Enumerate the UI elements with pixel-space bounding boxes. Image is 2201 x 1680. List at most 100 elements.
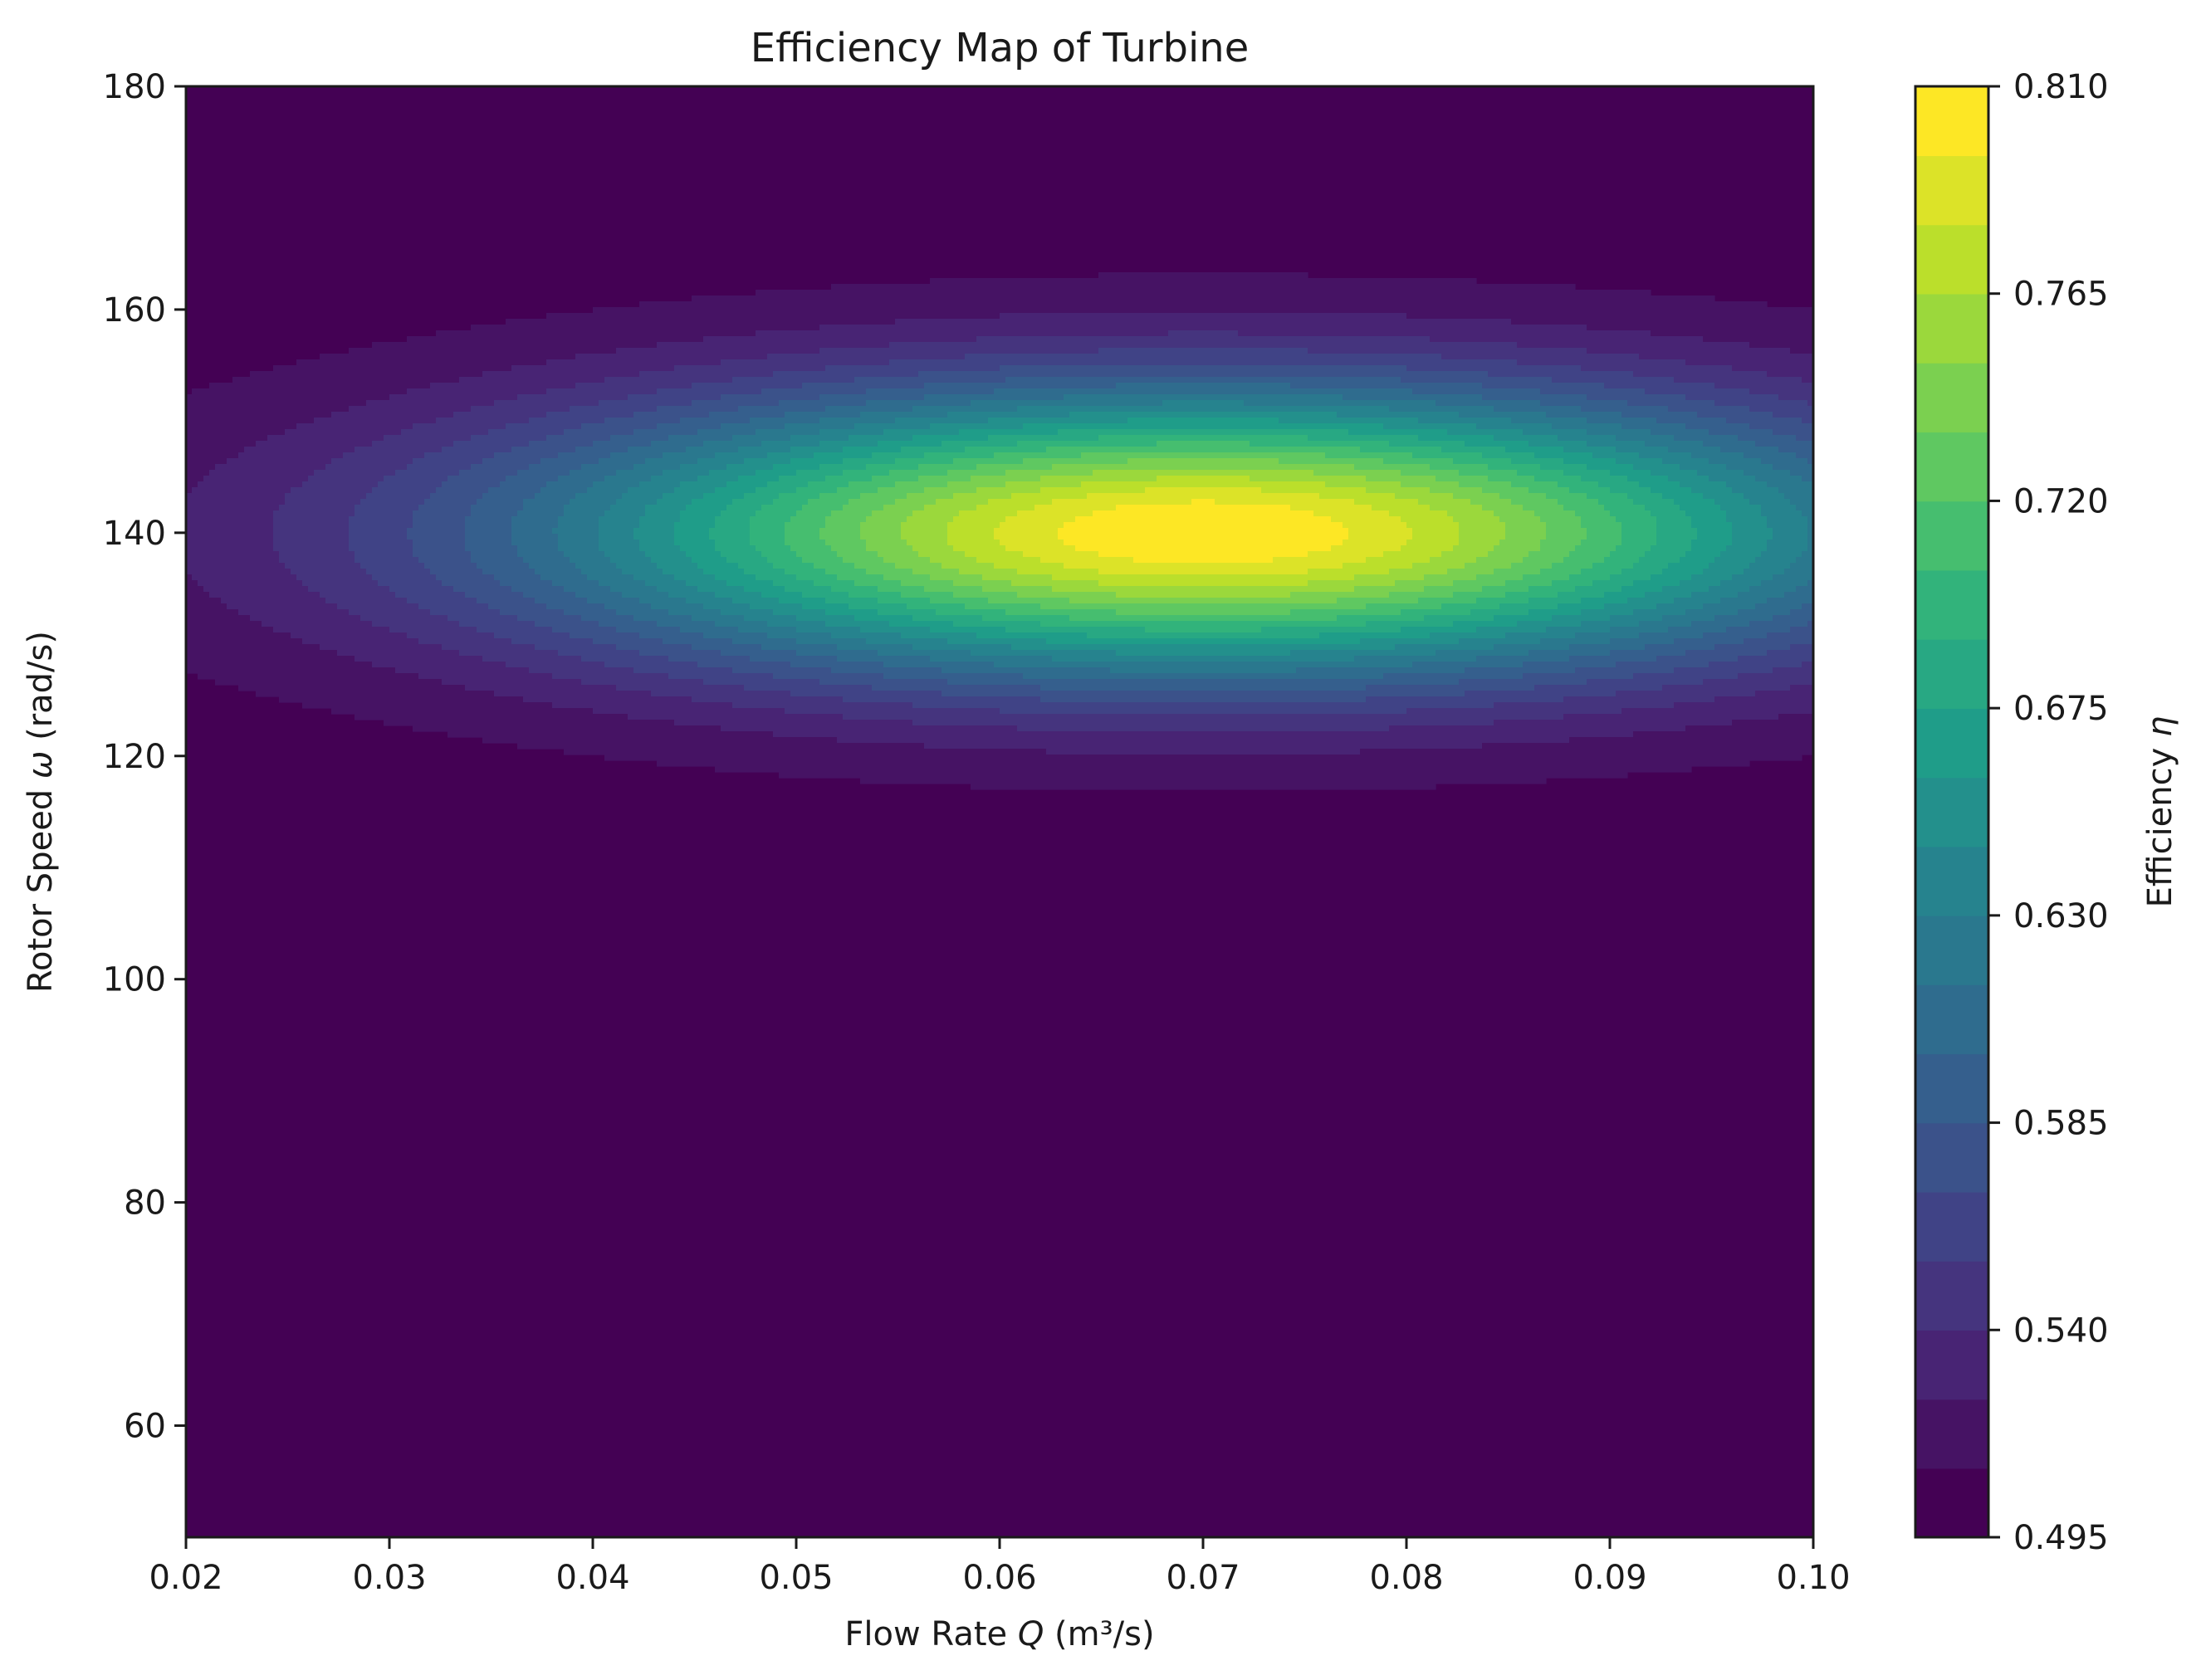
contour-band <box>697 586 745 593</box>
x-tick-label: 0.04 <box>555 1559 629 1597</box>
contour-band <box>1040 603 1367 610</box>
contour-band <box>1354 586 1425 593</box>
contour-band <box>703 441 762 447</box>
contour-band <box>668 592 716 598</box>
colorbar-segment <box>1915 1468 1988 1538</box>
contour-band <box>198 580 303 587</box>
contour-band <box>1337 615 1425 622</box>
contour-band <box>378 580 443 587</box>
contour-band <box>1732 365 1813 372</box>
contour-band <box>1633 673 1739 680</box>
contour-band <box>796 470 844 476</box>
contour-band <box>1563 458 1617 465</box>
contour-band <box>1633 499 1675 505</box>
contour-band <box>1436 476 1489 482</box>
contour-band <box>854 563 896 569</box>
contour-band <box>622 569 663 575</box>
contour-band <box>1674 499 1715 505</box>
contour-band <box>912 615 983 622</box>
contour-band <box>738 406 826 413</box>
contour-band <box>238 609 350 616</box>
contour-band <box>959 569 1018 575</box>
contour-band <box>901 534 948 540</box>
contour-band <box>453 586 512 593</box>
contour-band <box>1052 656 1355 662</box>
contour-band <box>639 598 687 604</box>
colorbar-segment <box>1915 432 1988 502</box>
contour-band <box>657 563 698 569</box>
contour-band <box>709 470 756 476</box>
contour-band <box>273 510 355 517</box>
contour-band <box>732 377 855 383</box>
colorbar-tick-label: 0.675 <box>2013 690 2109 728</box>
contour-band <box>744 685 873 691</box>
contour-band <box>1796 557 1813 564</box>
contour-band <box>657 499 692 505</box>
contour-band <box>1645 441 1704 447</box>
contour-band <box>779 772 1628 779</box>
contour-band <box>1528 441 1587 447</box>
contour-band <box>1325 481 1401 488</box>
contour-band <box>1023 458 1128 465</box>
contour-band <box>1494 702 1675 709</box>
contour-band <box>1778 487 1813 494</box>
contour-band <box>1604 603 1657 610</box>
contour-band <box>1587 441 1646 447</box>
contour-band <box>546 313 1000 320</box>
contour-band <box>1749 563 1791 569</box>
contour-band <box>790 691 942 697</box>
contour-band <box>523 592 576 598</box>
contour-band <box>901 632 977 639</box>
contour-band <box>413 423 506 430</box>
contour-band <box>1726 418 1802 424</box>
contour-band <box>186 662 373 668</box>
contour-band <box>1383 551 1442 558</box>
contour-band <box>965 551 1024 558</box>
contour-band <box>1732 522 1768 529</box>
contour-band <box>1499 603 1558 610</box>
contour-band <box>953 516 1006 523</box>
contour-band <box>1645 388 1750 395</box>
contour-band <box>976 557 1041 564</box>
contour-band <box>785 708 1000 715</box>
contour-band <box>384 435 472 442</box>
contour-band <box>878 598 931 604</box>
contour-band <box>790 458 844 465</box>
contour-band <box>209 383 431 389</box>
contour-band <box>761 505 803 511</box>
colorbar <box>1914 85 1990 1539</box>
contour-band <box>628 447 687 453</box>
contour-band <box>1773 429 1813 436</box>
contour-band <box>796 627 861 633</box>
contour-band <box>1720 447 1779 453</box>
contour-band <box>244 447 355 453</box>
contour-band <box>1645 592 1692 598</box>
contour-band <box>715 540 751 546</box>
contour-band <box>575 493 623 500</box>
contour-band <box>982 615 1070 622</box>
contour-band <box>1604 505 1646 511</box>
contour-band <box>291 569 367 575</box>
colorbar-tick-label: 0.585 <box>2013 1105 2109 1143</box>
contour-band <box>1703 679 1813 686</box>
contour-band <box>273 522 350 529</box>
contour-band <box>1441 354 1640 360</box>
contour-band <box>186 516 274 523</box>
contour-band <box>726 557 768 564</box>
contour-band <box>1621 586 1663 593</box>
contour-band <box>994 388 1413 395</box>
contour-band <box>1807 534 1813 540</box>
contour-band <box>1790 563 1813 569</box>
contour-band <box>1651 574 1692 581</box>
contour-band <box>564 429 634 436</box>
contour-band <box>1773 667 1813 674</box>
contour-band <box>1726 516 1768 523</box>
contour-band <box>1587 528 1622 535</box>
contour-band <box>825 621 890 628</box>
contour-band <box>558 476 605 482</box>
contour-band <box>942 667 1111 674</box>
contour-band <box>936 499 989 505</box>
contour-band <box>1470 609 1529 616</box>
contour-band <box>1569 656 1657 662</box>
contour-band <box>761 441 820 447</box>
